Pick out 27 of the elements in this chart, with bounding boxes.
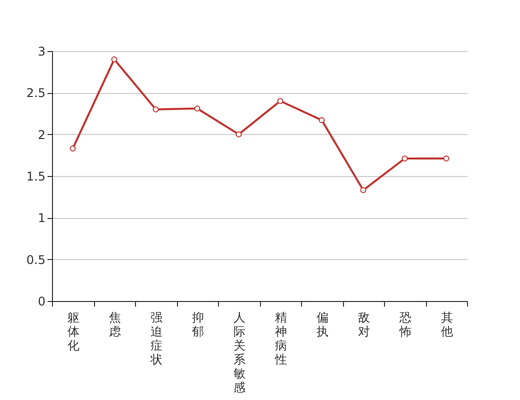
x-tick-label: 焦虑 [108, 310, 121, 338]
point [111, 56, 118, 62]
point [277, 98, 284, 104]
point [360, 187, 366, 194]
y-tick-label: 0 [38, 294, 46, 308]
y-tick-label: 0.5 [26, 252, 46, 267]
y-tick-label: 1 [38, 211, 46, 226]
x-tick-label: 精神病性 [274, 310, 287, 366]
point [443, 156, 450, 162]
y-tick-label: 1.5 [26, 170, 46, 184]
point [318, 117, 325, 124]
y-tick-label: 2 [38, 128, 46, 142]
x-tick-label: 恐怖 [398, 310, 412, 338]
point [402, 156, 408, 162]
point [152, 106, 159, 112]
x-tick-label: 敌对 [358, 310, 370, 338]
x-tick-label: 偏执 [316, 310, 328, 338]
x-tick-label: 抑郁 [192, 310, 204, 338]
y-tick-label: 3 [38, 44, 46, 58]
x-tick-label: 其他 [440, 310, 453, 338]
point [194, 106, 200, 112]
point [236, 131, 242, 138]
point [70, 146, 76, 152]
y-tick-label: 2.5 [26, 86, 46, 100]
x-tick-label: 人际关系敏感 [233, 310, 246, 394]
x-tick-label: 强迫症状 [149, 310, 162, 366]
x-tick-label: 躯体化 [67, 310, 80, 352]
